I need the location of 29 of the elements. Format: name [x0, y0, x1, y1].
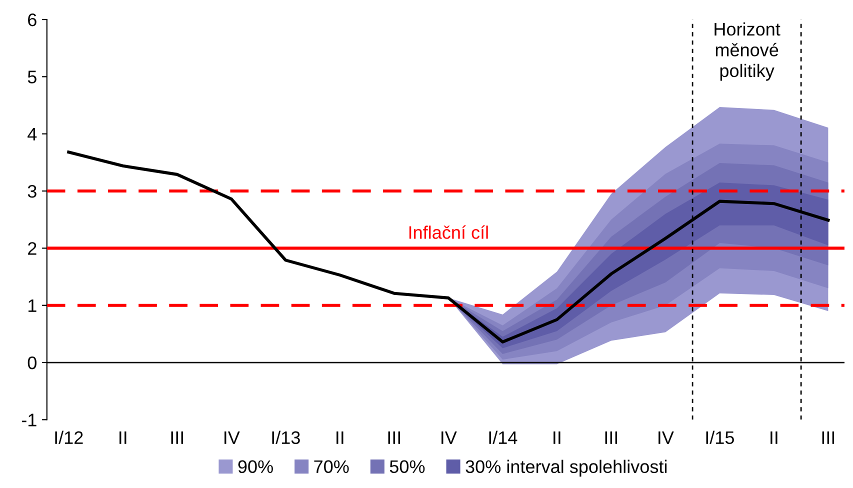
x-tick-label: III: [388, 431, 400, 444]
x-tick-label: II: [336, 431, 344, 444]
x-tick-label: IV: [224, 431, 240, 444]
legend-label: 90%: [238, 460, 273, 474]
ref-line-label: Inflační cíl: [409, 225, 488, 239]
y-tick-label: 3: [28, 184, 36, 198]
y-tick-label: -1: [22, 414, 36, 426]
annotation: Horizont měnové politiky: [714, 22, 780, 81]
x-tick-label: I/15: [706, 430, 734, 444]
x-tick-label: I/14: [489, 430, 518, 444]
x-tick-label: II: [554, 431, 560, 444]
x-tick-label: I/13: [272, 430, 300, 444]
y-tick-label: 6: [28, 13, 36, 26]
x-tick-label: II: [120, 431, 126, 444]
y-tick-label: 2: [28, 242, 36, 255]
x-tick-label: I/12: [55, 430, 83, 444]
legend-label: 50%: [390, 460, 425, 474]
y-tick-label: 5: [28, 70, 36, 84]
y-tick-label: 0: [28, 356, 36, 370]
y-tick-label: 4: [28, 128, 37, 140]
x-tick-label: II: [770, 431, 778, 444]
x-tick-label: III: [171, 431, 183, 444]
y-tick-label: 1: [28, 299, 36, 312]
x-tick-label: III: [822, 431, 834, 444]
x-tick-label: IV: [442, 431, 457, 444]
x-tick-label: III: [605, 431, 618, 444]
legend-label: 30% interval spolehlivosti: [466, 460, 667, 477]
x-tick-label: IV: [658, 431, 674, 444]
legend-label: 70%: [314, 460, 349, 474]
